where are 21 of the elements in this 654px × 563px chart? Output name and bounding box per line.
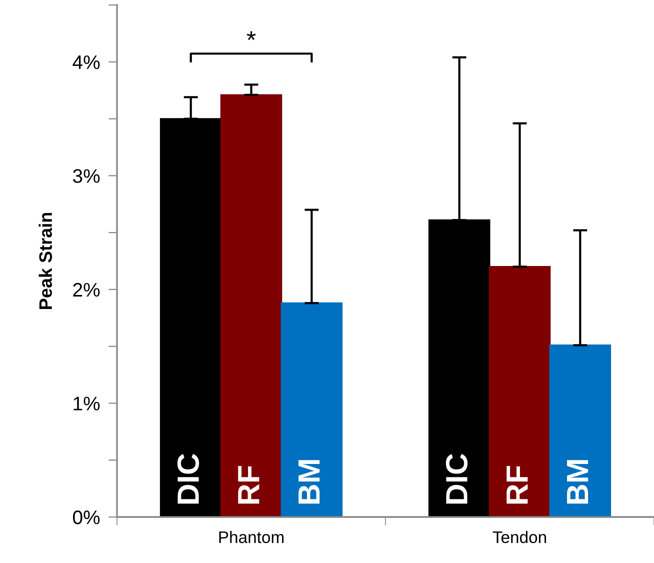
bar: [428, 219, 490, 517]
x-tick-label: Tendon: [492, 530, 546, 544]
bar: [280, 302, 343, 517]
series-label: DIC: [177, 454, 200, 504]
bar: [160, 118, 222, 517]
series-label: RF: [238, 466, 260, 504]
text: DIC: [446, 454, 468, 504]
y-axis-title: Peak Strain: [38, 212, 52, 309]
x-tick-label: Phantom: [219, 530, 284, 544]
bar: [549, 344, 612, 517]
bar: [220, 94, 282, 517]
series-label: BM: [298, 460, 320, 504]
y-tick-label: 3%: [72, 169, 100, 183]
y-tick-label: 2%: [73, 282, 100, 297]
text: RF: [506, 466, 528, 504]
y-tick-label: 1%: [74, 396, 100, 410]
bar: [488, 266, 551, 517]
text: BM: [567, 460, 588, 504]
y-tick-label: 4%: [72, 55, 100, 70]
annotation: *: [246, 31, 256, 40]
y-tick-label: 0%: [72, 510, 100, 524]
